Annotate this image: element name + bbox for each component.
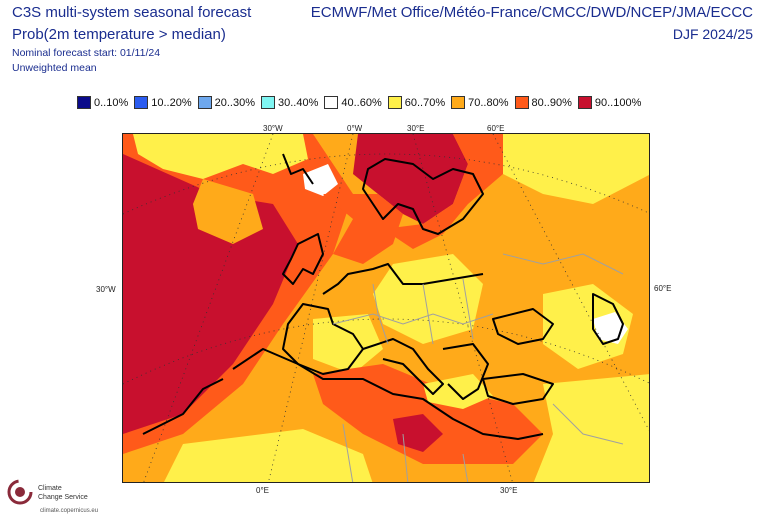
logo-text-line2: Change Service xyxy=(38,494,88,501)
legend-item: 60..70% xyxy=(387,96,446,109)
tick-top-30w: 30°W xyxy=(263,124,283,133)
copernicus-logo: Climate Change Service climate.copernicu… xyxy=(6,478,116,518)
legend-swatch xyxy=(324,96,339,109)
legend-item: 0..10% xyxy=(77,96,128,109)
coast-british-isles xyxy=(282,233,324,285)
field-40-60-iceland xyxy=(303,164,338,196)
legend-swatch xyxy=(514,96,529,109)
graticule xyxy=(123,134,649,482)
legend-label: 0..10% xyxy=(94,96,129,109)
field-80-90-north-sea xyxy=(323,194,403,264)
logo-url: climate.copernicus.eu xyxy=(40,508,99,514)
legend-swatch xyxy=(134,96,149,109)
field-60-70-sahara-west xyxy=(164,429,373,482)
probability-legend: 0..10% 10..20% 20..30% 30..40% 40..60% 60..70… xyxy=(77,96,647,109)
legend-label: 70..80% xyxy=(468,96,509,109)
copernicus-logo-icon xyxy=(7,479,33,505)
tick-bottom-0: 0°E xyxy=(256,486,269,495)
legend-label: 40..60% xyxy=(341,96,382,109)
border-middle-east xyxy=(552,403,624,445)
coast-iceland xyxy=(282,153,314,185)
field-70-80-atlantic-patch xyxy=(193,179,263,244)
map-title: C3S multi-system seasonal forecast xyxy=(12,4,252,21)
legend-item: 90..100% xyxy=(577,96,642,109)
legend-swatch xyxy=(197,96,212,109)
coast-north-europe xyxy=(322,263,484,295)
logo-text-line1: Climate xyxy=(38,485,62,492)
coast-iberia xyxy=(282,303,364,375)
coast-north-africa xyxy=(232,348,544,440)
coast-balkans xyxy=(442,343,489,400)
weighting-note: Unweighted mean xyxy=(12,62,97,74)
border-mid xyxy=(422,283,434,345)
forecast-map xyxy=(122,133,650,483)
legend-item: 80..90% xyxy=(514,96,572,109)
map-subtitle: Prob(2m temperature > median) xyxy=(12,26,226,43)
nominal-forecast-start: Nominal forecast start: 01/11/24 xyxy=(12,47,161,59)
coast-black-sea xyxy=(492,308,554,345)
field-60-70-iberia xyxy=(313,314,383,374)
border-egypt xyxy=(462,453,469,482)
tick-top-0: 0°W xyxy=(347,124,363,133)
legend-item: 70..80% xyxy=(451,96,509,109)
forecast-season: DJF 2024/25 xyxy=(672,26,753,42)
tick-bottom-30e: 30°E xyxy=(500,486,518,495)
border-central-europe xyxy=(332,313,494,325)
legend-label: 30..40% xyxy=(278,96,319,109)
model-sources: ECMWF/Met Office/Météo-France/CMCC/DWD/N… xyxy=(310,4,753,21)
legend-item: 30..40% xyxy=(261,96,318,109)
border-libya xyxy=(402,433,409,482)
coast-scandinavia xyxy=(362,158,484,235)
tick-top-60e: 60°E xyxy=(487,124,505,133)
field-80-90-mediterranean xyxy=(313,364,543,464)
legend-swatch xyxy=(77,96,91,109)
legend-label: 80..90% xyxy=(531,96,572,109)
field-60-70-north-atlantic xyxy=(133,134,308,179)
legend-item: 20..30% xyxy=(197,96,255,109)
border-russia xyxy=(502,253,624,275)
border-algeria xyxy=(342,423,354,482)
coast-italy xyxy=(362,338,444,395)
coast-caspian xyxy=(592,293,624,345)
legend-label: 90..100% xyxy=(594,96,642,109)
forecast-map-canvas xyxy=(123,134,649,482)
border-east xyxy=(462,278,474,340)
legend-swatch xyxy=(577,96,592,109)
tick-left-30w: 30°W xyxy=(96,285,116,294)
legend-label: 20..30% xyxy=(214,96,255,109)
coastlines xyxy=(142,153,624,440)
tick-top-30e: 30°E xyxy=(407,124,425,133)
field-60-70-middle-east xyxy=(533,374,649,482)
graticule-lon-0 xyxy=(268,134,354,482)
legend-swatch xyxy=(261,96,275,109)
legend-label: 10..20% xyxy=(151,96,192,109)
tick-right-60e: 60°E xyxy=(654,284,672,293)
graticule-lon-30e xyxy=(412,134,513,482)
border-west xyxy=(372,283,389,345)
legend-swatch xyxy=(387,96,402,109)
country-borders xyxy=(332,253,624,482)
legend-label: 60..70% xyxy=(404,96,446,109)
field-90-100-north-africa xyxy=(393,414,443,452)
logo-text: Climate Change Service xyxy=(38,484,108,502)
field-60-70-caspian xyxy=(543,284,633,369)
legend-item: 40..60% xyxy=(324,96,382,109)
coast-northwest-africa xyxy=(142,378,224,435)
legend-item: 10..20% xyxy=(134,96,192,109)
field-80-90-north-europe xyxy=(383,134,513,249)
coast-turkey xyxy=(482,373,554,405)
field-60-70-arctic-russia xyxy=(503,134,649,204)
legend-swatch xyxy=(451,96,466,109)
